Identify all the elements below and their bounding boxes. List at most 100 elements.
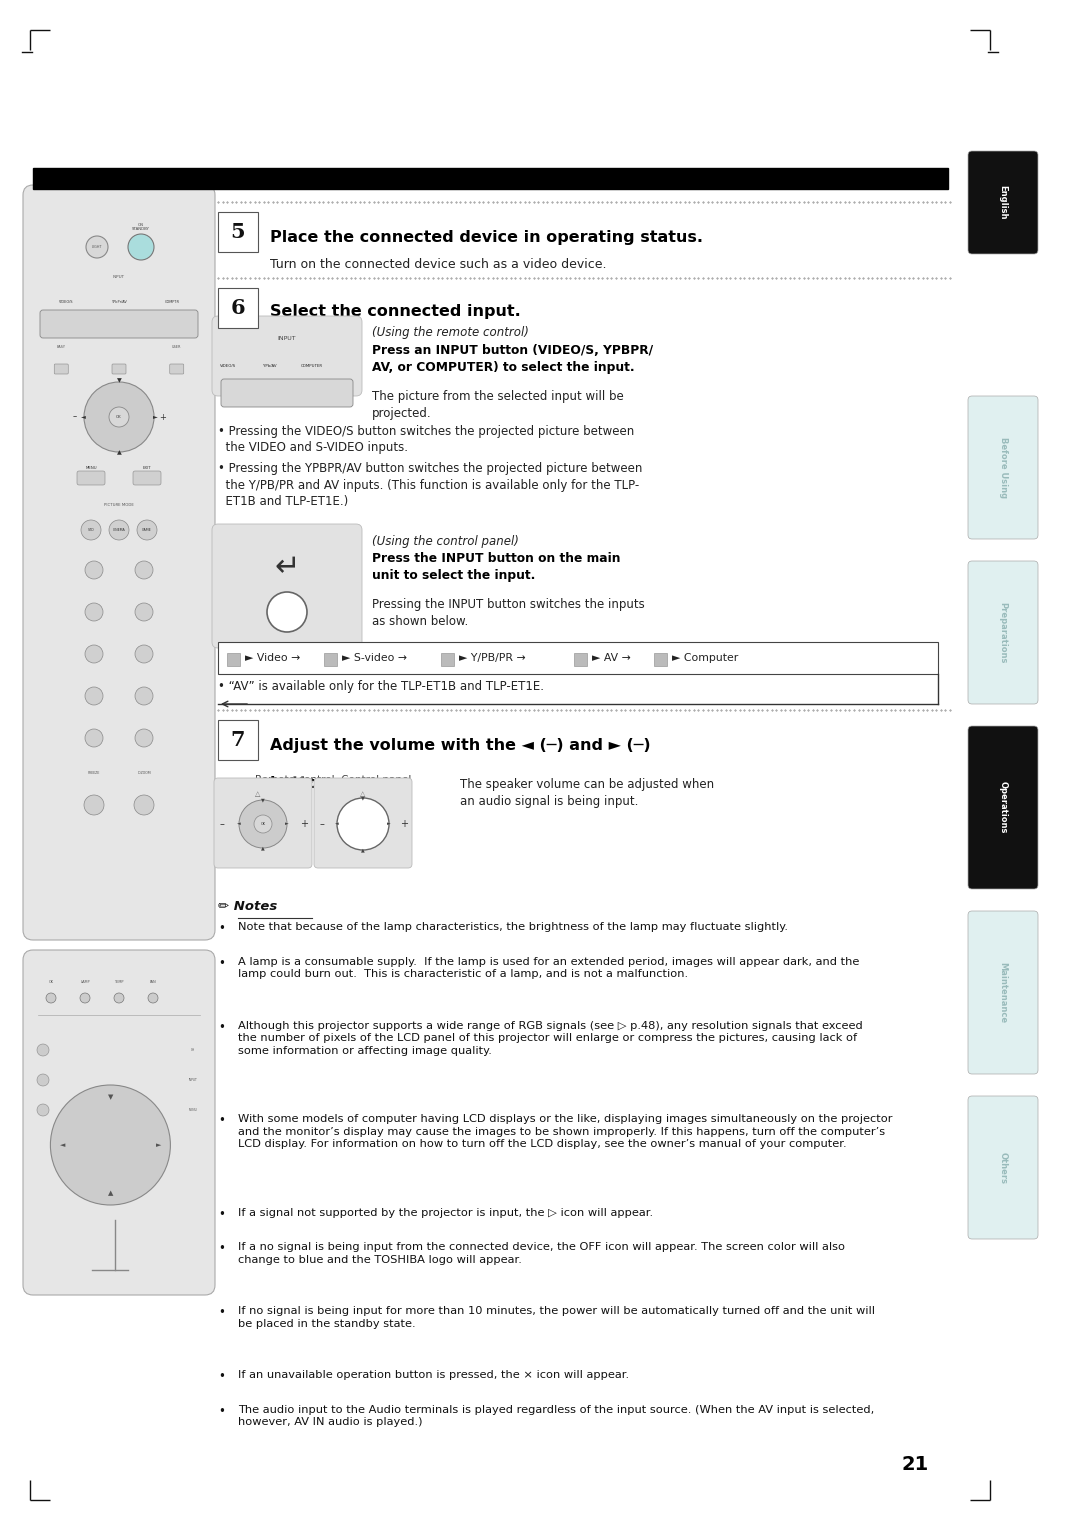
Text: (Using the control panel): (Using the control panel)	[372, 535, 518, 549]
Text: COMPUTER: COMPUTER	[301, 364, 323, 368]
Circle shape	[85, 645, 103, 663]
FancyBboxPatch shape	[314, 778, 411, 868]
Text: EASY: EASY	[57, 345, 66, 348]
Text: LIGHT: LIGHT	[92, 244, 103, 249]
Text: △: △	[255, 792, 260, 798]
FancyBboxPatch shape	[170, 364, 184, 374]
Text: △: △	[361, 792, 366, 798]
Text: YPb/AV: YPb/AV	[264, 364, 276, 368]
Circle shape	[37, 1105, 49, 1115]
Bar	[573, 652, 588, 666]
Bar	[218, 212, 258, 252]
Text: Although this projector supports a wide range of RGB signals (see ▷ p.48), any r: Although this projector supports a wide …	[238, 1021, 863, 1056]
Circle shape	[85, 604, 103, 620]
Text: Pressing the INPUT button switches the inputs
as shown below.: Pressing the INPUT button switches the i…	[372, 597, 645, 628]
Text: ◄: ◄	[81, 414, 85, 420]
Text: ◄: ◄	[59, 1141, 65, 1148]
FancyBboxPatch shape	[968, 1096, 1038, 1239]
Text: Operations: Operations	[999, 781, 1008, 834]
Text: • Pressing the YPBPR/AV button switches the projected picture between
  the Y/PB: • Pressing the YPBPR/AV button switches …	[218, 461, 643, 507]
FancyBboxPatch shape	[40, 310, 198, 338]
Bar	[654, 652, 667, 666]
Text: • Pressing the VIDEO/S button switches the projected picture between
  the VIDEO: • Pressing the VIDEO/S button switches t…	[218, 425, 634, 454]
Text: ► Y/PB/PR →: ► Y/PB/PR →	[459, 652, 526, 663]
Circle shape	[135, 645, 153, 663]
FancyBboxPatch shape	[212, 316, 362, 396]
Bar	[218, 287, 258, 329]
Circle shape	[51, 1085, 171, 1206]
Text: If a no signal is being input from the connected device, the OFF icon will appea: If a no signal is being input from the c…	[238, 1242, 845, 1265]
Text: •: •	[218, 1114, 225, 1128]
Text: English: English	[999, 185, 1008, 220]
Circle shape	[81, 520, 102, 539]
Text: EXIT: EXIT	[143, 466, 151, 471]
Text: Before Using: Before Using	[999, 437, 1008, 498]
Text: 6: 6	[231, 298, 245, 318]
Text: INPUT: INPUT	[113, 275, 125, 280]
Bar	[218, 642, 939, 674]
Text: •: •	[218, 1371, 225, 1383]
Circle shape	[254, 814, 272, 833]
Text: •: •	[218, 1242, 225, 1254]
Text: ↵: ↵	[274, 553, 300, 582]
Text: •: •	[218, 1207, 225, 1221]
Text: LAMP: LAMP	[80, 979, 90, 984]
Text: CINEMA: CINEMA	[112, 529, 125, 532]
FancyBboxPatch shape	[212, 524, 362, 648]
Text: Preparations: Preparations	[999, 602, 1008, 663]
Text: ►: ►	[387, 822, 391, 827]
FancyBboxPatch shape	[968, 396, 1038, 539]
Circle shape	[267, 591, 307, 633]
Circle shape	[84, 795, 104, 814]
Text: Adjust the volume with the ◄ (─) and ► (─): Adjust the volume with the ◄ (─) and ► (…	[270, 738, 650, 753]
Text: +: +	[300, 819, 308, 830]
Text: OK: OK	[260, 822, 266, 827]
Text: ►: ►	[152, 414, 158, 420]
Text: Remote control  Control panel: Remote control Control panel	[255, 775, 411, 785]
Text: INPUT: INPUT	[189, 1077, 198, 1082]
Text: Maintenance: Maintenance	[999, 963, 1008, 1024]
Text: MENU: MENU	[189, 1108, 198, 1112]
Text: ◄: ◄	[238, 822, 241, 827]
Text: Press an INPUT button (VIDEO/S, YPBPR/
AV, or COMPUTER) to select the input.: Press an INPUT button (VIDEO/S, YPBPR/ A…	[372, 344, 653, 374]
Circle shape	[135, 604, 153, 620]
Text: GAME: GAME	[143, 529, 152, 532]
Text: VIDEO/S: VIDEO/S	[58, 299, 73, 304]
Text: +: +	[400, 819, 408, 830]
Circle shape	[85, 688, 103, 704]
Text: ◄: ◄	[335, 822, 339, 827]
Circle shape	[114, 993, 124, 1002]
Text: ▼: ▼	[117, 379, 121, 384]
Text: •: •	[218, 957, 225, 969]
Circle shape	[37, 1074, 49, 1086]
Text: •: •	[218, 1021, 225, 1033]
Text: ► S-video →: ► S-video →	[342, 652, 407, 663]
FancyBboxPatch shape	[133, 471, 161, 484]
Text: •: •	[218, 1404, 225, 1418]
Bar	[218, 720, 258, 759]
Text: USER: USER	[172, 345, 181, 348]
Text: ✏ Notes: ✏ Notes	[218, 900, 278, 914]
Text: •: •	[218, 921, 225, 935]
Text: FREEZE: FREEZE	[87, 772, 100, 775]
Bar	[33, 168, 948, 189]
Text: VIDEO/S: VIDEO/S	[220, 364, 237, 368]
Circle shape	[134, 795, 154, 814]
Text: •: •	[218, 1306, 225, 1319]
Text: The speaker volume can be adjusted when
an audio signal is being input.: The speaker volume can be adjusted when …	[460, 778, 714, 807]
Text: Select the connected input.: Select the connected input.	[270, 304, 521, 319]
Text: STD: STD	[87, 529, 94, 532]
Text: Others: Others	[999, 1152, 1008, 1184]
Text: ► AV →: ► AV →	[592, 652, 631, 663]
Text: PICTURE MODE: PICTURE MODE	[104, 503, 134, 507]
Text: ON
STANDBY: ON STANDBY	[132, 223, 150, 231]
Text: • “AV” is available only for the TLP-ET1B and TLP-ET1E.: • “AV” is available only for the TLP-ET1…	[218, 680, 544, 694]
Circle shape	[148, 993, 158, 1002]
Text: With some models of computer having LCD displays or the like, displaying images : With some models of computer having LCD …	[238, 1114, 892, 1149]
Circle shape	[37, 1044, 49, 1056]
Text: OK: OK	[49, 979, 54, 984]
Circle shape	[84, 382, 154, 452]
Circle shape	[129, 234, 154, 260]
FancyBboxPatch shape	[968, 151, 1038, 254]
FancyBboxPatch shape	[112, 364, 126, 374]
